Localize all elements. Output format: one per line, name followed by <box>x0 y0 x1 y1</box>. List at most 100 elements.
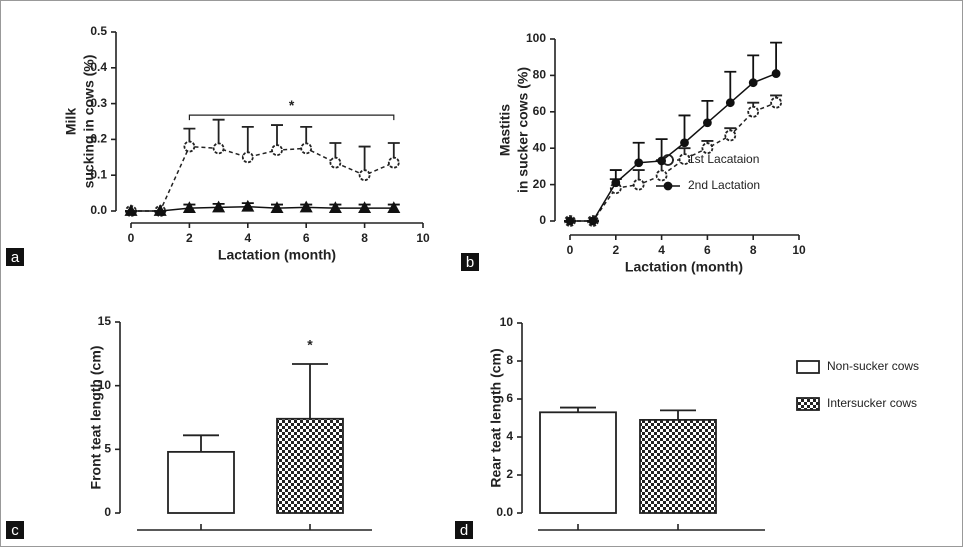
bar <box>167 450 235 514</box>
marker <box>212 200 226 213</box>
y-tick-label: 2 <box>506 467 513 481</box>
bar <box>539 411 617 514</box>
series-line <box>570 102 777 222</box>
y-axis-label: sucking in cows (%) <box>81 55 97 189</box>
x-tick-label: 4 <box>244 231 251 245</box>
marker <box>611 178 621 188</box>
x-tick-label: 2 <box>186 231 193 245</box>
panel-tag: b <box>466 254 474 271</box>
x-tick-label: 0 <box>567 243 574 257</box>
marker <box>678 153 691 166</box>
error-bar <box>770 41 783 74</box>
series-line <box>131 145 395 212</box>
y-tick-label: 40 <box>533 140 547 154</box>
x-tick-label: 8 <box>361 231 368 245</box>
x-tick-label: 2 <box>612 243 619 257</box>
x-tick-label: 4 <box>658 243 665 257</box>
marker <box>703 118 712 128</box>
legend-swatch <box>796 397 820 411</box>
y-tick-label: 0.4 <box>90 60 107 74</box>
y-tick-label: 0.0 <box>496 505 513 519</box>
panel-tag: a <box>11 249 20 266</box>
error-bar <box>724 70 737 103</box>
legend-label: 1st Lacataion <box>688 152 759 166</box>
marker <box>241 199 255 212</box>
error-bar <box>660 409 696 420</box>
marker <box>300 142 313 155</box>
x-axis-label: Lactation (month) <box>625 259 743 275</box>
marker <box>271 144 283 157</box>
marker <box>329 156 342 169</box>
y-tick-label: 8 <box>506 353 513 367</box>
y-tick-label: 10 <box>98 378 112 392</box>
marker <box>183 140 196 153</box>
marker <box>328 201 342 214</box>
marker <box>358 169 371 182</box>
y-tick-label: 0.2 <box>90 132 107 146</box>
y-tick-label: 6 <box>506 391 513 405</box>
y-tick-label: 20 <box>533 177 547 191</box>
y-tick-label: 0 <box>104 505 111 519</box>
x-tick-label: 10 <box>416 231 430 245</box>
marker <box>632 178 645 191</box>
marker <box>770 96 782 109</box>
marker <box>387 156 400 169</box>
y-tick-label: 15 <box>98 314 112 328</box>
y-tick-label: 0.1 <box>90 167 107 181</box>
y-axis-label: Milk <box>63 108 79 135</box>
annotation: * <box>289 97 295 113</box>
x-tick-label: 8 <box>750 243 757 257</box>
x-tick-label: 10 <box>792 243 806 257</box>
legend-label: Non-sucker cows <box>827 359 919 373</box>
error-bar <box>678 114 691 143</box>
y-tick-label: 0.3 <box>90 96 107 110</box>
marker <box>657 156 666 166</box>
marker <box>565 216 575 226</box>
marker <box>124 204 138 216</box>
marker <box>358 201 372 214</box>
y-tick-label: 100 <box>526 31 546 45</box>
significance-bracket <box>188 114 395 121</box>
marker <box>299 200 313 213</box>
legend-label: Intersucker cows <box>827 396 917 410</box>
y-tick-label: 0.5 <box>90 24 107 38</box>
annotation: * <box>307 337 313 353</box>
marker <box>771 69 781 78</box>
y-axis-label: Mastitis <box>497 104 513 156</box>
marker <box>182 201 196 214</box>
marker <box>747 105 760 118</box>
y-axis-label: Front teat length (cm) <box>88 346 104 490</box>
legend-label: 2nd Lactation <box>688 178 760 192</box>
y-tick-label: 0 <box>539 213 546 227</box>
y-tick-label: 10 <box>500 315 514 329</box>
bar <box>276 417 344 514</box>
series-line <box>570 72 777 222</box>
marker <box>270 201 284 214</box>
y-axis-label: in sucker cows (%) <box>515 67 531 193</box>
marker <box>387 201 401 214</box>
error-bar <box>747 54 760 83</box>
marker <box>655 169 668 182</box>
marker <box>748 78 758 88</box>
marker <box>241 151 254 164</box>
marker <box>680 138 689 148</box>
marker <box>588 216 598 226</box>
panel-tag: d <box>460 522 468 539</box>
y-axis-label: Rear teat length (cm) <box>488 348 504 487</box>
y-tick-label: 80 <box>533 68 547 82</box>
panel-tag-box <box>461 253 479 271</box>
x-tick-label: 6 <box>303 231 310 245</box>
y-tick-label: 0.0 <box>90 203 107 217</box>
bar <box>639 418 717 514</box>
panel-tag: c <box>11 522 19 539</box>
legend-marker <box>663 181 673 191</box>
marker <box>701 142 714 155</box>
marker <box>724 129 737 142</box>
panel-tag-box <box>6 521 24 539</box>
y-tick-label: 5 <box>104 442 111 456</box>
marker <box>634 158 644 168</box>
marker <box>153 204 167 216</box>
error-bar <box>292 363 328 419</box>
